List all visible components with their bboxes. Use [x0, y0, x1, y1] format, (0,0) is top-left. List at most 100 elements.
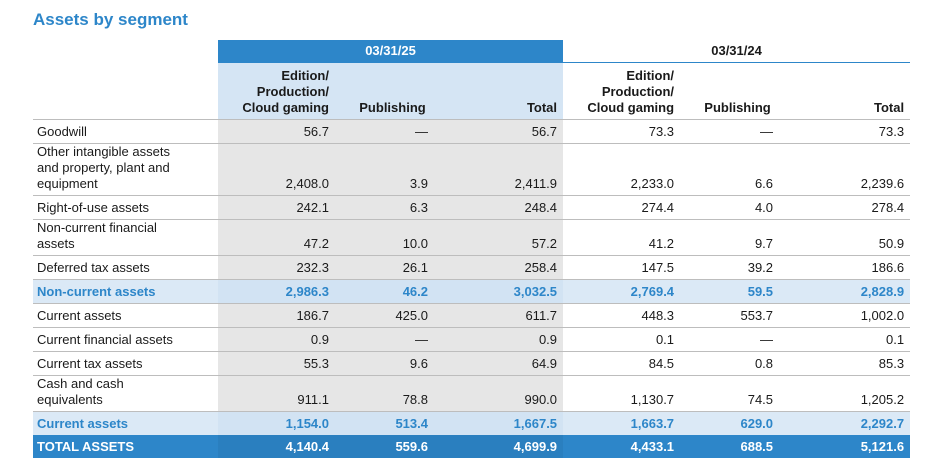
- table-head: 03/31/25 03/31/24 Edition/ Production/ C…: [33, 40, 910, 120]
- row-label: TOTAL ASSETS: [33, 435, 218, 458]
- cell: 990.0: [450, 376, 563, 412]
- cell: 4,699.9: [450, 435, 563, 458]
- cell: 242.1: [218, 196, 335, 220]
- cell: 26.1: [335, 256, 450, 280]
- cell: 2,769.4: [563, 280, 680, 304]
- row-label: Goodwill: [33, 120, 218, 144]
- cell: 2,828.9: [795, 280, 910, 304]
- cell: —: [680, 120, 795, 144]
- row-label: Right-of-use assets: [33, 196, 218, 220]
- cell: 84.5: [563, 352, 680, 376]
- cell: 74.5: [680, 376, 795, 412]
- cell: 57.2: [450, 220, 563, 256]
- period-row: 03/31/25 03/31/24: [33, 40, 910, 63]
- cell: 85.3: [795, 352, 910, 376]
- header-blank: [33, 40, 218, 63]
- cell: 1,663.7: [563, 412, 680, 436]
- column-header: Publishing: [335, 63, 450, 120]
- cell: 1,002.0: [795, 304, 910, 328]
- cell: 2,411.9: [450, 144, 563, 196]
- cell: 611.7: [450, 304, 563, 328]
- cell: 0.8: [680, 352, 795, 376]
- cell: 56.7: [218, 120, 335, 144]
- cell: 1,205.2: [795, 376, 910, 412]
- cell: 513.4: [335, 412, 450, 436]
- cell: 559.6: [335, 435, 450, 458]
- cell: 688.5: [680, 435, 795, 458]
- cell: 2,239.6: [795, 144, 910, 196]
- cell: 448.3: [563, 304, 680, 328]
- cell: 55.3: [218, 352, 335, 376]
- cell: 278.4: [795, 196, 910, 220]
- cell: 73.3: [795, 120, 910, 144]
- cell: 1,154.0: [218, 412, 335, 436]
- row-label: Non-current financial assets: [33, 220, 218, 256]
- cell: 147.5: [563, 256, 680, 280]
- period: 03/31/24: [563, 40, 910, 63]
- row-label: Current tax assets: [33, 352, 218, 376]
- cell: 0.9: [450, 328, 563, 352]
- period: 03/31/25: [218, 40, 563, 63]
- cell: —: [335, 120, 450, 144]
- cell: 1,130.7: [563, 376, 680, 412]
- cell: 911.1: [218, 376, 335, 412]
- column-header: Edition/ Production/ Cloud gaming: [218, 63, 335, 120]
- row-label: Non-current assets: [33, 280, 218, 304]
- cell: 425.0: [335, 304, 450, 328]
- row-label: Deferred tax assets: [33, 256, 218, 280]
- column-header: Total: [450, 63, 563, 120]
- cell: 5,121.6: [795, 435, 910, 458]
- row-label: Current assets: [33, 304, 218, 328]
- cell: 39.2: [680, 256, 795, 280]
- assets-table: 03/31/25 03/31/24 Edition/ Production/ C…: [33, 40, 910, 458]
- cell: 4.0: [680, 196, 795, 220]
- cell: 46.2: [335, 280, 450, 304]
- cell: 248.4: [450, 196, 563, 220]
- cell: 6.6: [680, 144, 795, 196]
- cell: 0.1: [563, 328, 680, 352]
- cell: 4,433.1: [563, 435, 680, 458]
- cell: 6.3: [335, 196, 450, 220]
- cell: 9.7: [680, 220, 795, 256]
- cell: 59.5: [680, 280, 795, 304]
- cell: 0.9: [218, 328, 335, 352]
- cell: 73.3: [563, 120, 680, 144]
- cell: 186.7: [218, 304, 335, 328]
- cell: 47.2: [218, 220, 335, 256]
- cell: 629.0: [680, 412, 795, 436]
- cell: 258.4: [450, 256, 563, 280]
- cell: 3.9: [335, 144, 450, 196]
- cell: 553.7: [680, 304, 795, 328]
- cell: 186.6: [795, 256, 910, 280]
- cell: 2,408.0: [218, 144, 335, 196]
- header-blank: [33, 63, 218, 120]
- cell: 78.8: [335, 376, 450, 412]
- cell: 274.4: [563, 196, 680, 220]
- cell: 56.7: [450, 120, 563, 144]
- table-row: Other intangible assets and property, pl…: [33, 144, 910, 196]
- cell: —: [335, 328, 450, 352]
- row-label: Other intangible assets and property, pl…: [33, 144, 218, 196]
- cell: 3,032.5: [450, 280, 563, 304]
- row-label: Cash and cash equivalents: [33, 376, 218, 412]
- cell: 0.1: [795, 328, 910, 352]
- title: Assets by segment: [33, 10, 188, 30]
- cell: 1,667.5: [450, 412, 563, 436]
- cell: 64.9: [450, 352, 563, 376]
- cell: 50.9: [795, 220, 910, 256]
- cell: —: [680, 328, 795, 352]
- cell: 2,233.0: [563, 144, 680, 196]
- cell: 4,140.4: [218, 435, 335, 458]
